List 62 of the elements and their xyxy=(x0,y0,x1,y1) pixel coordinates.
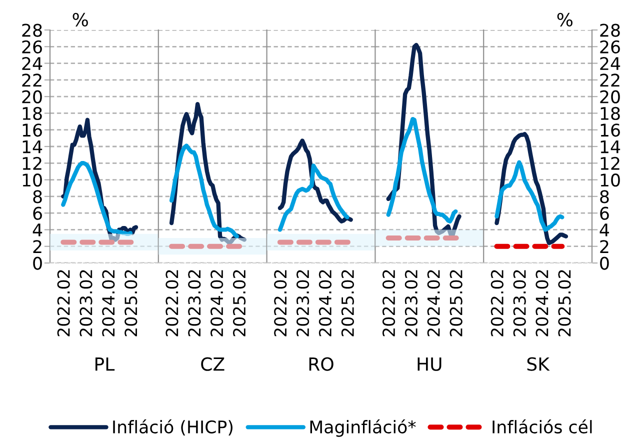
y-tick-label: 28 xyxy=(22,24,42,37)
y-tick-label: 26 xyxy=(22,40,42,54)
x-tick-label: 2022.02 xyxy=(166,270,178,336)
y-tick-label: 22 xyxy=(22,74,42,87)
x-tick-label: 2022.02 xyxy=(490,270,504,336)
x-tick-label: 2025.02 xyxy=(558,270,571,336)
x-tick-label: 2023.02 xyxy=(513,270,526,336)
y2-tick-label: 24 xyxy=(600,56,620,70)
x-tick-label: 2023.02 xyxy=(404,270,418,336)
y-tick-label: 18 xyxy=(22,106,42,120)
y-tick-label: 0 xyxy=(33,256,42,270)
legend-label: Maginfláció* xyxy=(310,419,416,437)
x-axis-title: RO xyxy=(309,357,334,371)
y2-tick-label: 28 xyxy=(600,24,620,37)
y-tick-label: 6 xyxy=(33,206,42,220)
x-tick-label: 2024.02 xyxy=(318,270,332,336)
y2-tick-label: 10 xyxy=(600,173,620,187)
x-tick-label: 2024.02 xyxy=(102,270,115,336)
x-tick-label: 2025.02 xyxy=(450,270,462,336)
y2-tick-label: 8 xyxy=(600,190,609,204)
y-tick-label: 20 xyxy=(22,90,42,104)
line-series xyxy=(61,161,133,236)
y2-axis-title: % xyxy=(557,12,572,26)
x-tick-label: 2024.02 xyxy=(427,270,440,336)
y2-tick-label: 22 xyxy=(600,74,620,87)
x-tick-label: 2023.02 xyxy=(80,270,92,336)
y-tick-label: 16 xyxy=(22,124,42,137)
y-axis-title: % xyxy=(72,12,88,26)
y2-tick-label: 2 xyxy=(600,240,608,253)
y2-tick-label: 16 xyxy=(600,124,620,137)
x-tick-label: 2023.02 xyxy=(296,270,310,336)
x-tick-label: 2023.02 xyxy=(188,270,201,336)
x-tick-label: 2024.02 xyxy=(210,270,224,336)
x-tick-label: 2022.02 xyxy=(274,270,287,336)
x-axis-title: CZ xyxy=(201,357,224,371)
y-tick-label: 4 xyxy=(32,224,42,236)
y2-tick-label: 12 xyxy=(600,156,620,170)
y2-tick-label: 26 xyxy=(600,40,620,54)
y2-tick-label: 0 xyxy=(600,256,609,270)
y2-tick-label: 4 xyxy=(600,224,610,236)
y2-tick-label: 20 xyxy=(600,90,620,104)
x-tick-label: 2025.02 xyxy=(341,270,354,336)
x-tick-label: 2022.02 xyxy=(57,270,70,336)
x-axis-title: PL xyxy=(96,357,115,371)
y-tick-label: 24 xyxy=(22,56,42,70)
x-tick-label: 2025.02 xyxy=(232,270,246,336)
x-axis-title: SK xyxy=(527,357,550,371)
y-tick-label: 2 xyxy=(33,240,42,253)
x-tick-label: 2025.02 xyxy=(124,270,138,336)
line-series xyxy=(494,160,564,232)
y2-tick-label: 18 xyxy=(600,106,620,120)
legend-label: Infláció (HICP) xyxy=(113,419,232,436)
y2-tick-label: 14 xyxy=(600,140,620,154)
y-tick-label: 14 xyxy=(22,140,42,154)
y-tick-label: 10 xyxy=(22,173,42,187)
x-axis-title: HU xyxy=(418,357,442,371)
y-tick-label: 12 xyxy=(22,156,42,170)
x-tick-label: 2022.02 xyxy=(382,270,396,336)
y-tick-label: 8 xyxy=(33,190,42,204)
y2-tick-label: 6 xyxy=(600,206,609,220)
legend-label: Inflációs cél xyxy=(492,419,592,434)
x-tick-label: 2024.02 xyxy=(536,270,548,336)
